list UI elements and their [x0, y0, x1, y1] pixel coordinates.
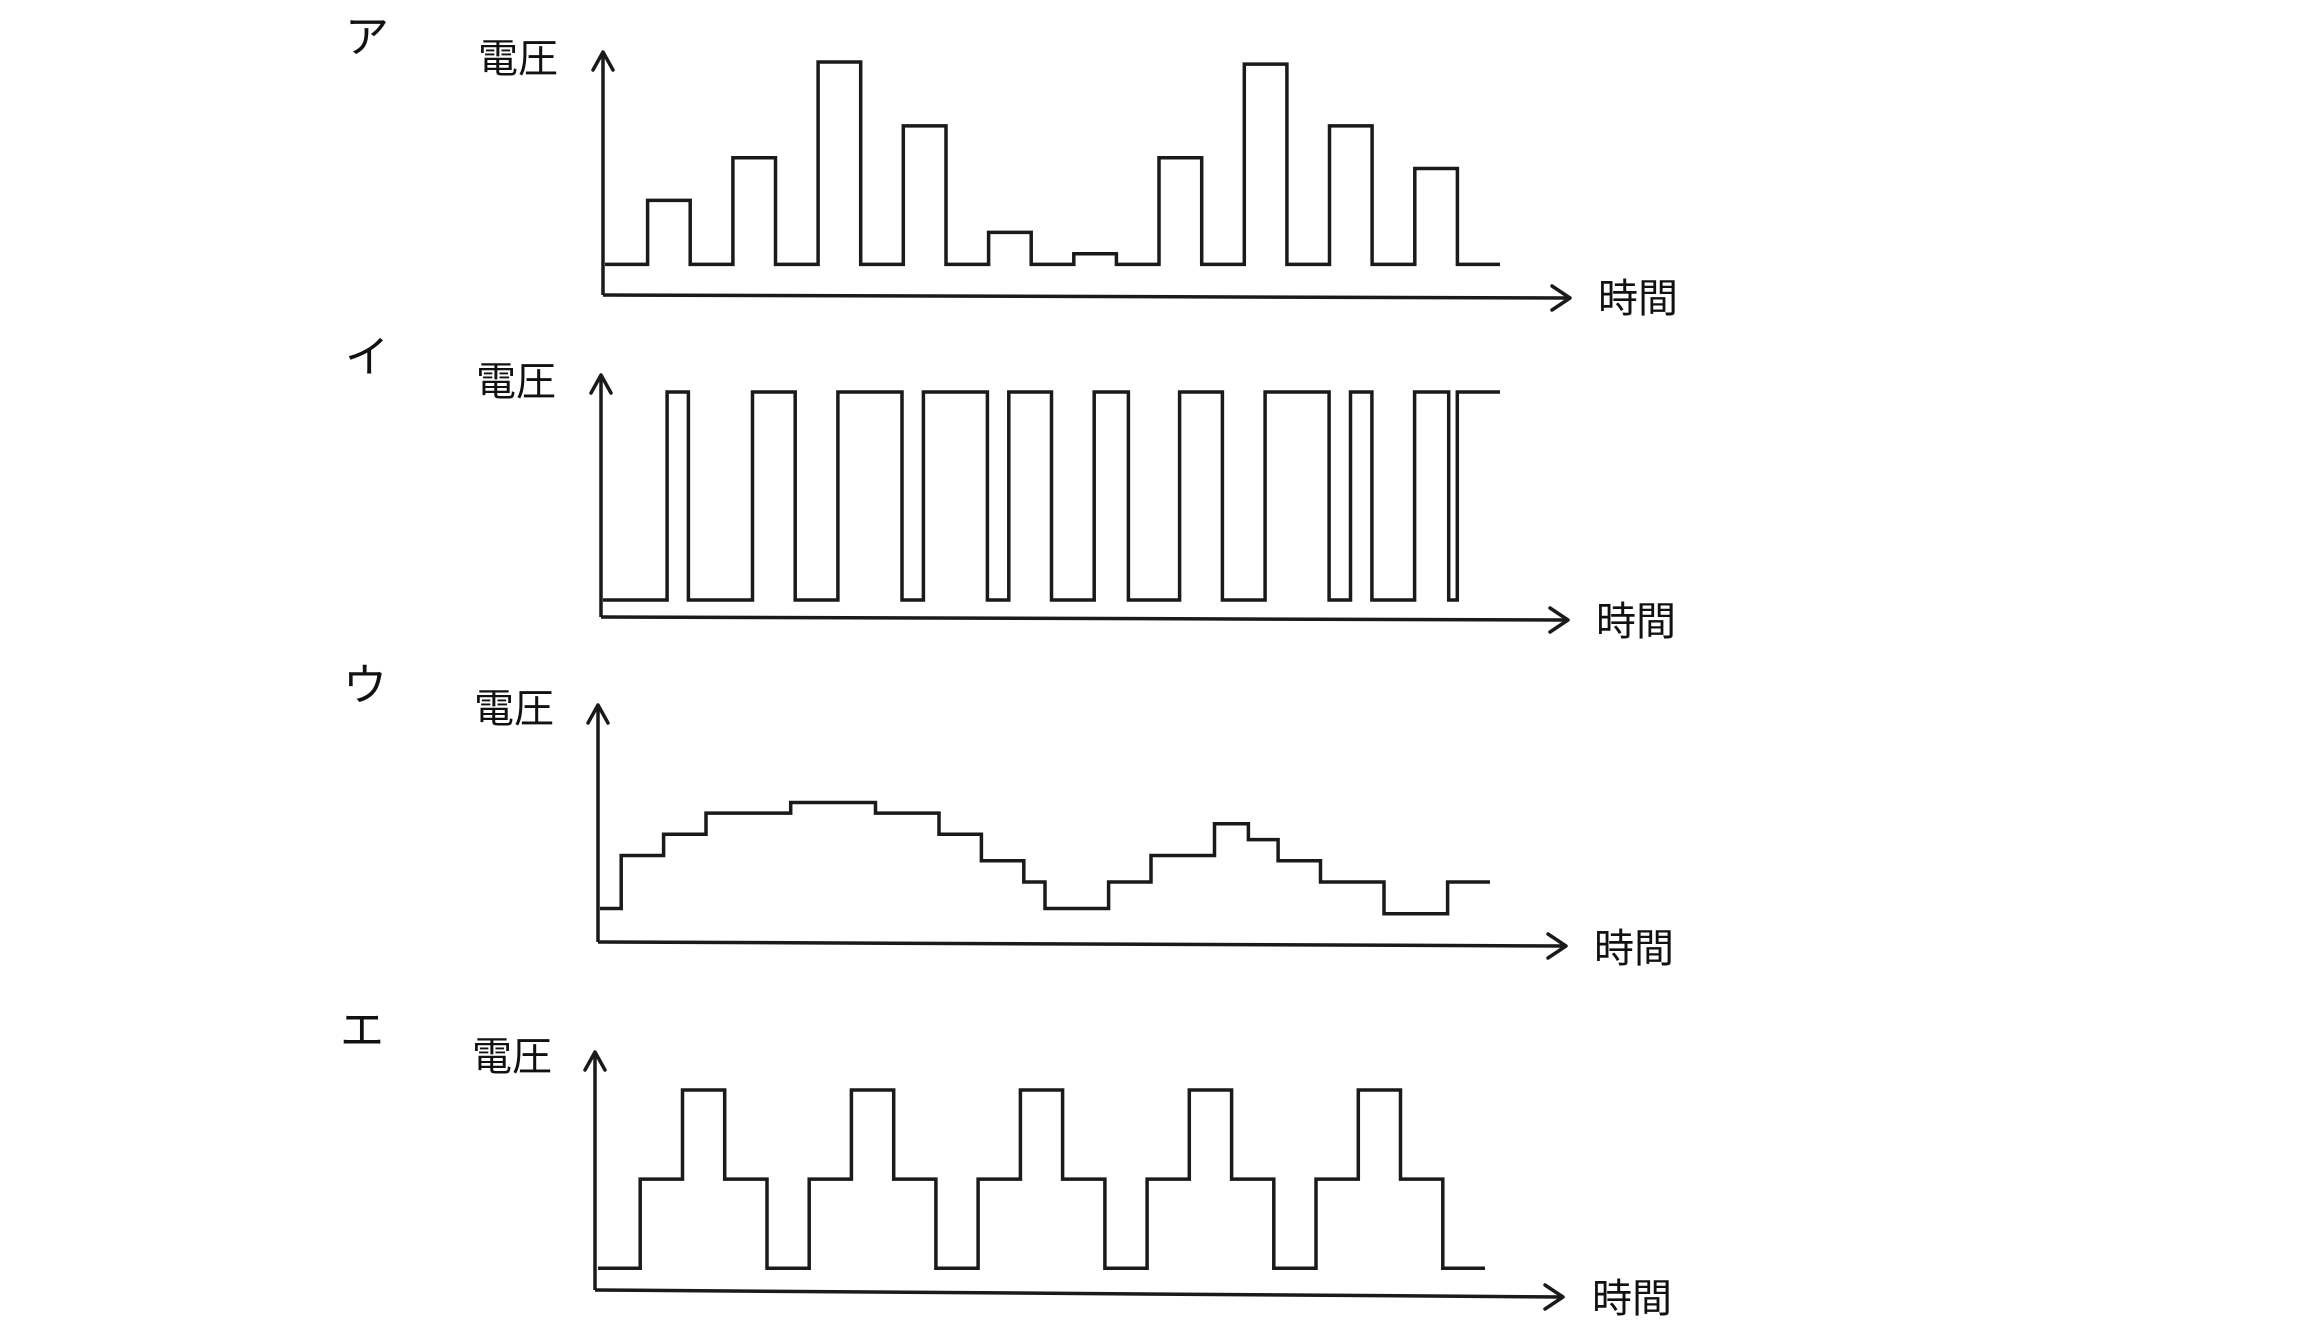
panel-label: エ — [340, 1005, 384, 1056]
y-axis-arrowhead — [586, 703, 610, 725]
x-axis — [594, 1288, 1564, 1299]
panel-a: ア 電圧 時間 — [345, 12, 1678, 322]
panel-e: エ 電圧 時間 — [340, 1005, 1672, 1322]
y-axis-label: 電圧 — [472, 1034, 552, 1080]
x-axis — [600, 615, 1569, 622]
x-axis-label: 時間 — [1598, 276, 1678, 322]
panel-i: イ 電圧 時間 — [345, 332, 1676, 645]
x-axis — [602, 293, 1571, 300]
x-axis-arrowhead — [1546, 932, 1568, 960]
y-axis-arrowhead — [583, 1050, 607, 1072]
x-axis-label: 時間 — [1594, 926, 1674, 972]
y-axis-arrowhead — [591, 50, 615, 72]
x-axis-label: 時間 — [1592, 1276, 1672, 1322]
y-axis-label: 電圧 — [476, 359, 556, 405]
x-axis-arrowhead — [1548, 606, 1570, 634]
panel-label: イ — [345, 332, 389, 383]
y-axis-label: 電圧 — [474, 686, 554, 732]
x-axis-label: 時間 — [1596, 599, 1676, 645]
waveform — [600, 800, 1490, 916]
y-axis-arrowhead — [589, 373, 613, 395]
y-axis-label: 電圧 — [478, 36, 558, 82]
panel-label: ア — [345, 12, 389, 63]
waveform — [605, 60, 1500, 267]
panel-u: ウ 電圧 時間 — [343, 660, 1674, 972]
x-axis-arrowhead — [1550, 284, 1572, 312]
waveform — [598, 1088, 1485, 1270]
x-axis-arrowhead — [1543, 1283, 1565, 1311]
waveform — [603, 390, 1500, 602]
panel-label: ウ — [343, 660, 387, 711]
x-axis — [597, 940, 1567, 948]
